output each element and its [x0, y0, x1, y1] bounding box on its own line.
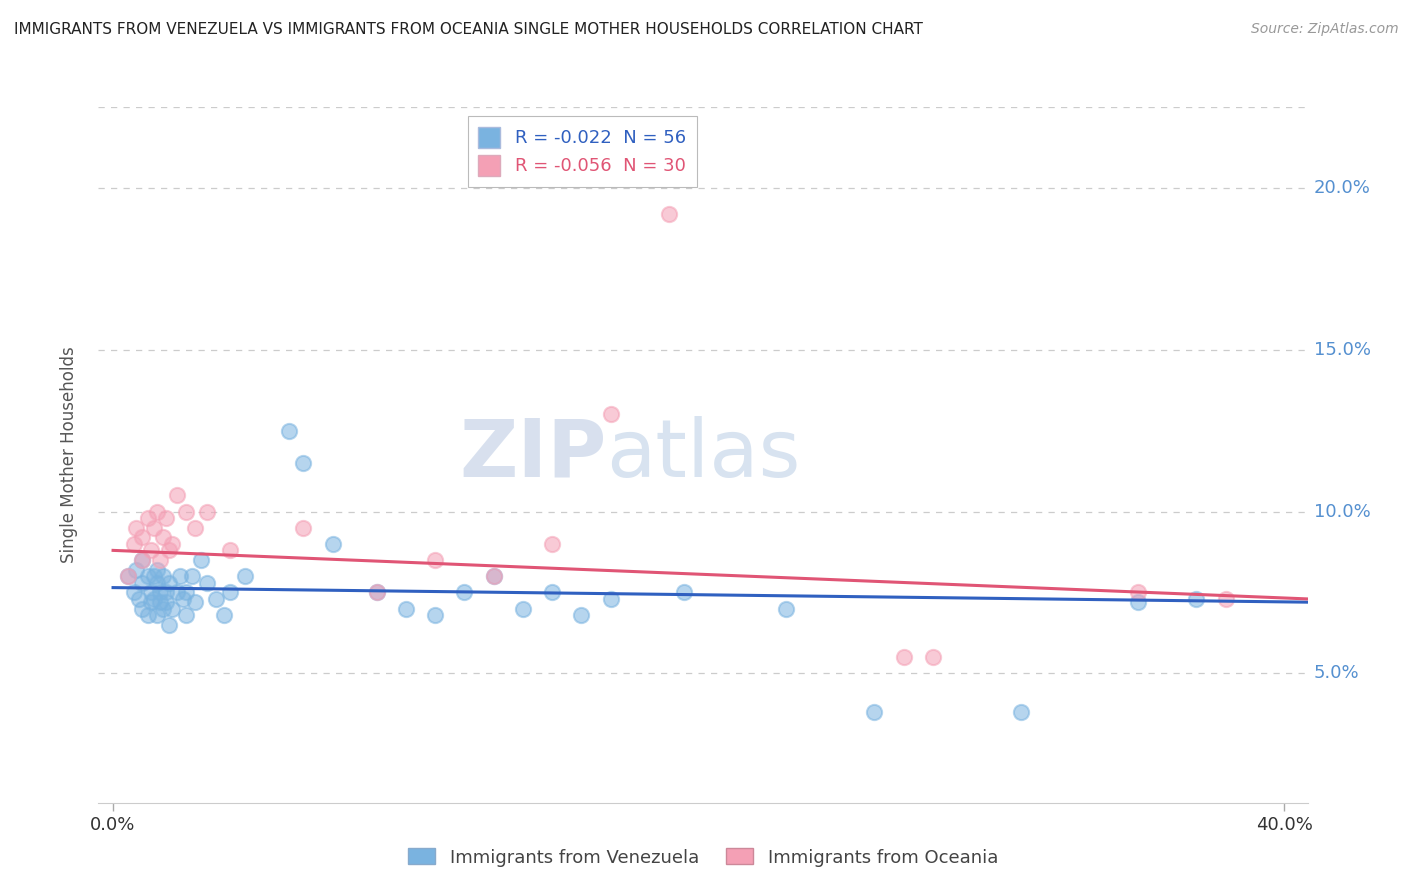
Point [157, 617, 180, 632]
Legend: Immigrants from Venezuela, Immigrants from Oceania: Immigrants from Venezuela, Immigrants fr… [401, 841, 1005, 874]
Point [174, 585, 197, 599]
Point [146, 563, 169, 577]
Point [571, 608, 593, 623]
Point [1010, 705, 1032, 719]
Point [195, 504, 218, 518]
Point [166, 488, 188, 502]
Point [136, 608, 159, 623]
Point [152, 601, 174, 615]
Point [181, 569, 204, 583]
Point [322, 537, 344, 551]
Point [117, 569, 139, 583]
Point [482, 569, 505, 583]
Point [149, 553, 172, 567]
Point [160, 601, 183, 615]
Text: ZIP: ZIP [458, 416, 606, 494]
Point [658, 207, 681, 221]
Point [512, 601, 534, 615]
Point [157, 575, 180, 590]
Text: Source: ZipAtlas.com: Source: ZipAtlas.com [1251, 22, 1399, 37]
Point [139, 543, 162, 558]
Point [172, 591, 194, 606]
Point [395, 601, 418, 615]
Text: 15.0%: 15.0% [1313, 341, 1371, 359]
Point [128, 591, 150, 606]
Point [139, 595, 162, 609]
Point [277, 424, 299, 438]
Point [155, 585, 177, 599]
Point [423, 553, 446, 567]
Point [149, 595, 172, 609]
Point [143, 591, 166, 606]
Point [131, 601, 153, 615]
Point [1215, 591, 1237, 606]
Text: 5.0%: 5.0% [1313, 665, 1360, 682]
Point [541, 585, 564, 599]
Point [292, 456, 315, 470]
Point [893, 650, 915, 665]
Point [125, 563, 148, 577]
Y-axis label: Single Mother Households: Single Mother Households [59, 347, 77, 563]
Point [233, 569, 256, 583]
Point [146, 575, 169, 590]
Point [157, 543, 180, 558]
Point [195, 575, 218, 590]
Point [136, 511, 159, 525]
Point [174, 504, 197, 518]
Point [214, 608, 236, 623]
Point [143, 569, 166, 583]
Point [366, 585, 388, 599]
Point [219, 585, 242, 599]
Point [219, 543, 242, 558]
Point [136, 569, 159, 583]
Point [453, 585, 475, 599]
Point [131, 531, 153, 545]
Point [143, 521, 166, 535]
Point [169, 569, 191, 583]
Point [190, 553, 212, 567]
Text: atlas: atlas [606, 416, 800, 494]
Point [122, 585, 145, 599]
Point [122, 537, 145, 551]
Point [160, 537, 183, 551]
Point [166, 585, 188, 599]
Point [482, 569, 505, 583]
Point [204, 591, 226, 606]
Point [152, 569, 174, 583]
Point [184, 521, 207, 535]
Point [1126, 595, 1149, 609]
Point [146, 504, 169, 518]
Point [131, 553, 153, 567]
Point [131, 575, 153, 590]
Point [131, 553, 153, 567]
Point [146, 608, 169, 623]
Point [672, 585, 695, 599]
Point [863, 705, 886, 719]
Point [1126, 585, 1149, 599]
Point [139, 585, 162, 599]
Point [599, 408, 621, 422]
Point [155, 511, 177, 525]
Text: 20.0%: 20.0% [1313, 179, 1371, 197]
Point [149, 585, 172, 599]
Point [125, 521, 148, 535]
Text: IMMIGRANTS FROM VENEZUELA VS IMMIGRANTS FROM OCEANIA SINGLE MOTHER HOUSEHOLDS CO: IMMIGRANTS FROM VENEZUELA VS IMMIGRANTS … [14, 22, 922, 37]
Point [1185, 591, 1208, 606]
Point [155, 595, 177, 609]
Point [775, 601, 797, 615]
Point [152, 531, 174, 545]
Text: 10.0%: 10.0% [1313, 502, 1371, 521]
Point [174, 608, 197, 623]
Point [292, 521, 315, 535]
Point [423, 608, 446, 623]
Point [366, 585, 388, 599]
Point [541, 537, 564, 551]
Point [599, 591, 621, 606]
Point [184, 595, 207, 609]
Point [117, 569, 139, 583]
Point [921, 650, 943, 665]
